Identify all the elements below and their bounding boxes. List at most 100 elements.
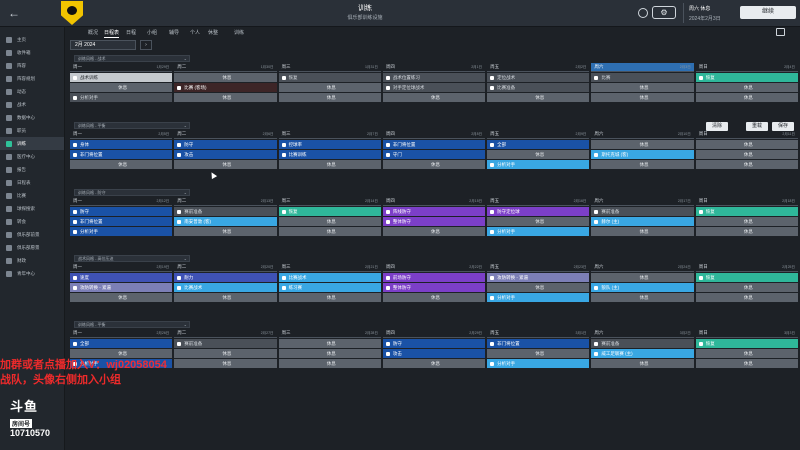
sidebar-item[interactable]: 医疗中心	[0, 150, 64, 163]
week-training-style-select[interactable]: 训练风格 - 平衡 ⌄	[74, 321, 190, 328]
day-header[interactable]: 周四 2月22日	[382, 263, 486, 272]
training-session-slot[interactable]: 休息	[174, 227, 277, 236]
back-arrow-icon[interactable]: ←	[8, 6, 20, 20]
sidebar-item[interactable]: 俱乐部前景	[0, 228, 64, 241]
training-session-slot[interactable]: 休息	[174, 73, 277, 82]
training-session-slot[interactable]: 休息	[695, 359, 798, 368]
day-header[interactable]: 周二 2月6日	[174, 130, 277, 139]
day-header[interactable]: 周一 2月26日	[70, 329, 173, 338]
training-session-slot[interactable]: 恢复	[695, 339, 798, 348]
day-header[interactable]: 周日 2月25日	[695, 263, 798, 272]
sidebar-item[interactable]: 财政	[0, 254, 64, 267]
save-button[interactable]: 保存	[772, 122, 794, 131]
day-header[interactable]: 周三 2月14日	[278, 197, 381, 206]
day-header[interactable]: 周六 3月2日	[591, 329, 694, 338]
training-session-slot[interactable]: 攻防转换 - 紧逼	[70, 283, 173, 292]
day-header[interactable]: 周五 2月9日	[487, 130, 590, 139]
day-header[interactable]: 周五 2月23日	[487, 263, 590, 272]
day-header[interactable]: 周一 2月5日	[70, 130, 173, 139]
training-session-slot[interactable]: 休息	[487, 217, 590, 226]
training-session-slot[interactable]: 战术训练	[70, 73, 173, 82]
training-session-slot[interactable]: 休息	[174, 349, 277, 358]
training-session-slot[interactable]: 休息	[591, 160, 694, 169]
training-session-slot[interactable]: 对手定位球战术	[382, 83, 486, 92]
training-session-slot[interactable]: 分析对手	[70, 93, 173, 102]
settings-button[interactable]: ⚙	[652, 6, 676, 19]
day-header[interactable]: 周一 1月29日	[70, 63, 173, 72]
day-header[interactable]: 周日 2月4日	[695, 63, 798, 72]
training-session-slot[interactable]: 休息	[695, 150, 798, 159]
day-header[interactable]: 周日 2月11日	[695, 130, 798, 139]
training-session-slot[interactable]: 休息	[278, 359, 381, 368]
training-session-slot[interactable]: 休息	[695, 83, 798, 92]
training-session-slot[interactable]: 身体	[70, 140, 173, 149]
subnav-tab[interactable]: 训练	[234, 30, 245, 36]
training-session-slot[interactable]: 休息	[695, 283, 798, 292]
sidebar-item[interactable]: 报告	[0, 163, 64, 176]
sidebar-item[interactable]: 动态	[0, 85, 64, 98]
training-session-slot[interactable]: 防守定位球	[487, 207, 590, 216]
training-session-slot[interactable]: 休息	[382, 93, 486, 102]
day-header[interactable]: 周四 2月8日	[382, 130, 486, 139]
training-session-slot[interactable]: 赛前准备	[591, 339, 694, 348]
training-session-slot[interactable]: 休息	[695, 293, 798, 302]
subnav-tab[interactable]: 休整	[208, 30, 219, 36]
training-session-slot[interactable]: 休息	[695, 160, 798, 169]
day-header[interactable]: 周六 2月3日	[591, 63, 694, 72]
day-header[interactable]: 周二 2月13日	[174, 197, 277, 206]
training-session-slot[interactable]: 赛前准备	[174, 339, 277, 348]
day-header[interactable]: 周六 2月24日	[591, 263, 694, 272]
subnav-tab[interactable]: 概况	[88, 30, 99, 36]
sidebar-item[interactable]: 青年中心	[0, 267, 64, 280]
training-session-slot[interactable]: 休息	[278, 83, 381, 92]
training-session-slot[interactable]: 休息	[174, 359, 277, 368]
training-session-slot[interactable]: 赫尔 (主)	[591, 217, 694, 226]
day-header[interactable]: 周日 2月18日	[695, 197, 798, 206]
training-session-slot[interactable]: 分析对手	[70, 227, 173, 236]
training-session-slot[interactable]: 耐力	[174, 273, 277, 282]
sidebar-item[interactable]: 职员	[0, 124, 64, 137]
day-header[interactable]: 周五 3月1日	[487, 329, 590, 338]
subnav-tab[interactable]: 日程表	[104, 30, 120, 38]
training-session-slot[interactable]: 比赛	[591, 73, 694, 82]
training-session-slot[interactable]: 比赛战术	[278, 273, 381, 282]
sidebar-item[interactable]: 日程表	[0, 176, 64, 189]
training-session-slot[interactable]: 休息	[382, 359, 486, 368]
training-session-slot[interactable]: 全部	[70, 339, 173, 348]
training-session-slot[interactable]: 休息	[487, 93, 590, 102]
training-session-slot[interactable]: 休息	[695, 140, 798, 149]
club-badge-icon[interactable]	[61, 1, 83, 25]
training-session-slot[interactable]: 战术位置练习	[382, 73, 486, 82]
training-session-slot[interactable]: 比赛准备	[487, 83, 590, 92]
training-session-slot[interactable]: 非门将位置	[487, 339, 590, 348]
training-session-slot[interactable]: 分析对手	[487, 293, 590, 302]
training-session-slot[interactable]: 比赛 (客场)	[174, 83, 277, 92]
day-header[interactable]: 周二 1月30日	[174, 63, 277, 72]
week-training-style-select[interactable]: 训练风格 - 战术 ⌄	[74, 55, 190, 62]
training-session-slot[interactable]: 休息	[695, 349, 798, 358]
day-header[interactable]: 周二 2月27日	[174, 329, 277, 338]
training-session-slot[interactable]: 分析对手	[487, 359, 590, 368]
training-session-slot[interactable]: 前场防守	[382, 273, 486, 282]
clear-button[interactable]: 清除	[706, 122, 728, 131]
training-session-slot[interactable]: 休息	[278, 293, 381, 302]
training-session-slot[interactable]: 南安普敦 (客)	[174, 217, 277, 226]
day-header[interactable]: 周一 2月19日	[70, 263, 173, 272]
training-session-slot[interactable]: 休息	[174, 160, 277, 169]
training-session-slot[interactable]: 比赛训练	[278, 150, 381, 159]
training-session-slot[interactable]: 休息	[695, 93, 798, 102]
day-header[interactable]: 周四 2月15日	[382, 197, 486, 206]
training-session-slot[interactable]: 休息	[278, 349, 381, 358]
training-session-slot[interactable]: 攻击	[174, 150, 277, 159]
training-session-slot[interactable]: 狼队 (主)	[591, 283, 694, 292]
training-session-slot[interactable]: 休息	[278, 160, 381, 169]
sidebar-item[interactable]: 阵容	[0, 59, 64, 72]
sidebar-item[interactable]: 数据中心	[0, 111, 64, 124]
training-session-slot[interactable]: 赛前准备	[174, 207, 277, 216]
week-training-style-select[interactable]: 训练风格 - 平衡 ⌄	[74, 122, 190, 129]
training-session-slot[interactable]: 休息	[591, 273, 694, 282]
subnav-tab[interactable]: 小组	[147, 30, 158, 36]
training-session-slot[interactable]: 攻防转换 - 紧逼	[487, 273, 590, 282]
sidebar-item[interactable]: 比赛	[0, 189, 64, 202]
training-session-slot[interactable]: 非门将位置	[70, 150, 173, 159]
